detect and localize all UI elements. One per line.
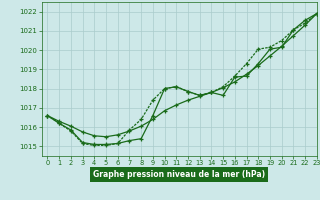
X-axis label: Graphe pression niveau de la mer (hPa): Graphe pression niveau de la mer (hPa)	[93, 170, 265, 179]
